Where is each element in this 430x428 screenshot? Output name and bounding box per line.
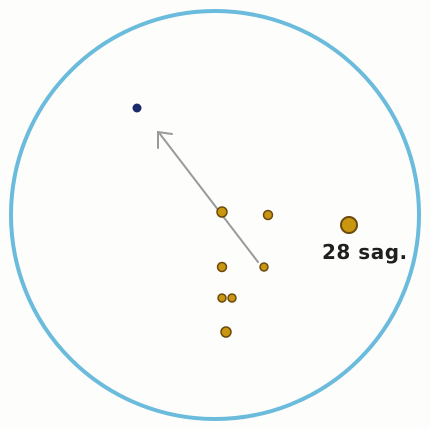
field-of-view-circle — [9, 9, 421, 421]
star-28-sag — [340, 216, 358, 234]
star-group — [216, 206, 358, 338]
star-label: 28 sag. — [322, 240, 408, 264]
star-4 — [259, 262, 269, 272]
star-6 — [227, 293, 237, 303]
star-7 — [220, 326, 232, 338]
star-2 — [262, 209, 274, 221]
star-1 — [216, 206, 228, 218]
star-5 — [217, 293, 227, 303]
star-3 — [216, 261, 228, 273]
pointer-arrow-icon — [157, 130, 259, 263]
target-dot-icon — [132, 103, 142, 113]
